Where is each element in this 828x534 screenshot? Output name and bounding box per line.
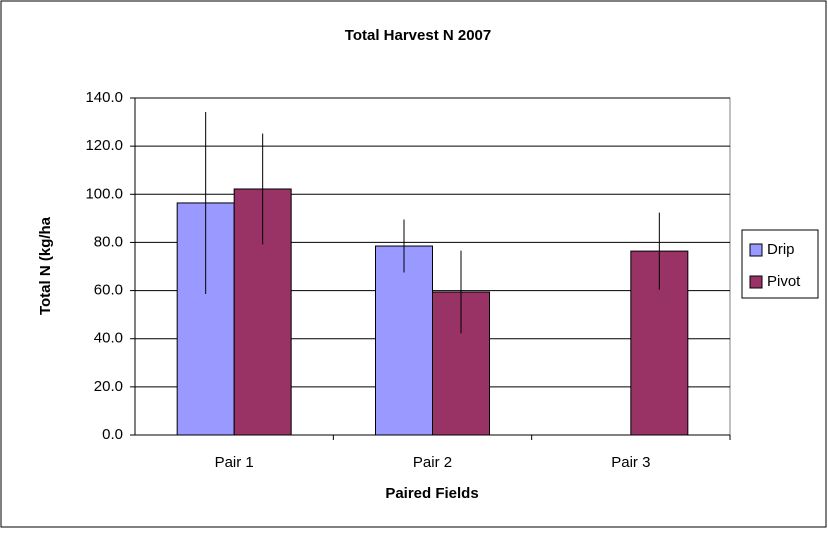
- y-tick-label: 0.0: [102, 426, 123, 443]
- chart-title: Total Harvest N 2007: [345, 27, 491, 44]
- legend-swatch: [749, 275, 763, 289]
- x-tick-label: Pair 1: [215, 454, 254, 471]
- legend-swatch: [749, 243, 763, 257]
- y-tick-label: 40.0: [94, 330, 123, 347]
- bar: [375, 245, 433, 436]
- x-axis-title: Paired Fields: [385, 485, 478, 502]
- y-tick-label: 100.0: [85, 185, 123, 202]
- x-tick-label: Pair 2: [413, 454, 452, 471]
- y-tick-label: 120.0: [85, 137, 123, 154]
- y-tick-label: 20.0: [94, 378, 123, 395]
- y-tick-label: 140.0: [85, 89, 123, 106]
- x-tick-label: Pair 3: [611, 454, 650, 471]
- legend-label: Drip: [767, 241, 795, 258]
- y-tick-label: 80.0: [94, 233, 123, 250]
- legend-label: Pivot: [767, 273, 801, 290]
- y-tick-label: 60.0: [94, 282, 123, 299]
- y-axis-title: Total N (kg/ha: [37, 216, 54, 315]
